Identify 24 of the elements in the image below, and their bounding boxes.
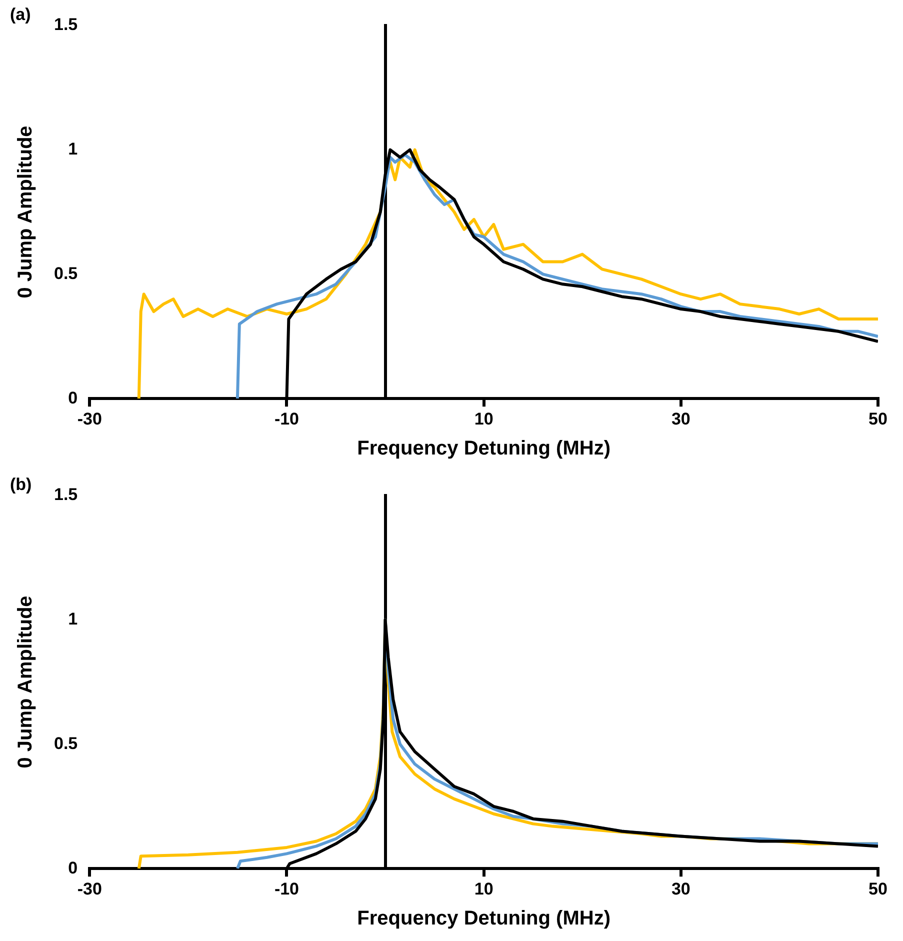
- x-axis-title: Frequency Detuning (MHz): [357, 908, 610, 930]
- x-tick-label: 50: [868, 879, 888, 898]
- y-axis-title: 0 Jump Amplitude: [14, 126, 37, 298]
- x-tick-label: -10: [274, 879, 300, 898]
- y-tick-label: 1: [68, 139, 78, 158]
- y-tick-label: 1.5: [54, 485, 78, 504]
- chart-title: (b): [10, 474, 32, 494]
- y-axis-title: 0 Jump Amplitude: [14, 596, 37, 768]
- y-tick-label: 0: [68, 388, 78, 408]
- y-tick-label: 1.5: [54, 15, 78, 34]
- x-tick-label: 10: [474, 409, 494, 428]
- x-tick-label: 30: [671, 879, 690, 898]
- x-tick-label: -30: [77, 409, 102, 428]
- y-tick-label: 0.5: [54, 264, 78, 283]
- y-tick-label: 0: [68, 858, 78, 878]
- y-tick-label: 1: [68, 609, 78, 628]
- x-tick-label: -10: [274, 409, 300, 428]
- x-tick-label: 50: [868, 409, 888, 428]
- y-tick-label: 0.5: [54, 734, 78, 753]
- x-tick-label: 30: [671, 409, 690, 428]
- x-tick-label: 10: [474, 879, 494, 898]
- x-axis-title: Frequency Detuning (MHz): [357, 438, 610, 460]
- x-tick-label: -30: [77, 879, 102, 898]
- chart-title: (a): [10, 4, 31, 24]
